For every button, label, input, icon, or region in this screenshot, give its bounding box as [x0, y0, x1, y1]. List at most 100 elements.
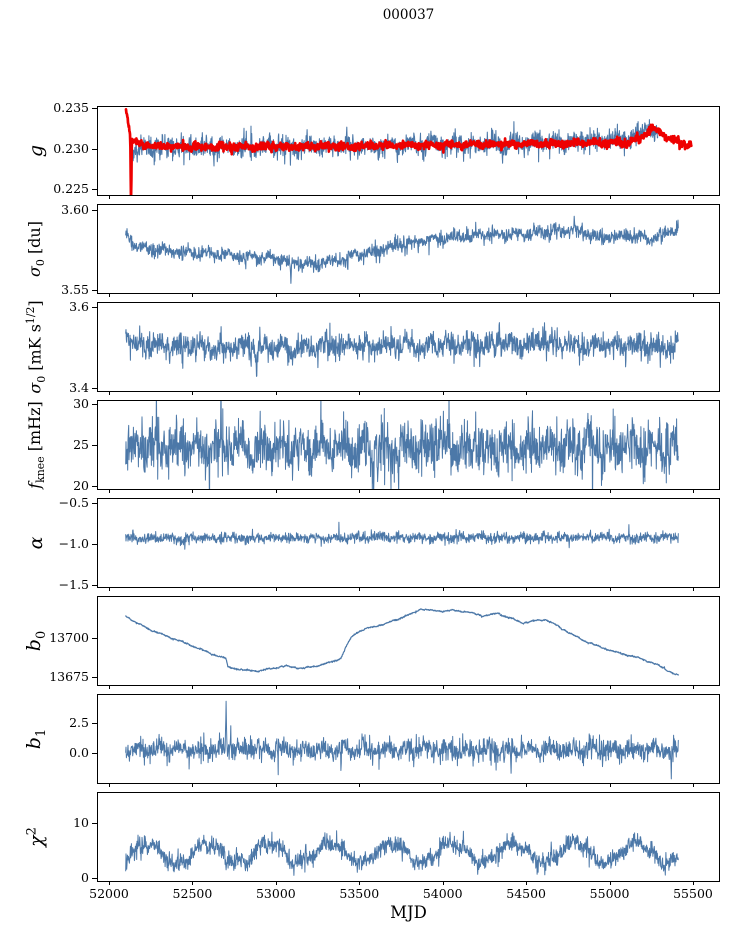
- x-tick-label: 55000: [589, 886, 630, 901]
- y-tick-label: 25: [73, 437, 89, 452]
- x-tick: [442, 587, 444, 591]
- x-tick: [192, 783, 194, 787]
- x-tick: [359, 391, 361, 395]
- x-tick: [275, 195, 277, 199]
- y-tick: [92, 877, 97, 879]
- panel-b1: [97, 694, 720, 784]
- series-chi2-blue: [125, 830, 679, 876]
- x-tick: [692, 783, 694, 787]
- x-tick: [359, 293, 361, 297]
- y-tick: [92, 752, 97, 754]
- x-tick: [442, 685, 444, 689]
- series-sigma0-mk-blue: [125, 322, 679, 377]
- y-axis-label-b0: b0: [23, 630, 49, 652]
- x-tick: [526, 783, 528, 787]
- y-tick: [92, 445, 97, 446]
- panel-fknee: [97, 400, 720, 490]
- y-tick: [92, 404, 97, 406]
- x-tick: [192, 195, 194, 199]
- panel-chi2: [97, 792, 720, 882]
- x-tick: [526, 685, 528, 689]
- y-tick: [92, 637, 97, 639]
- panel-sigma0-du: [97, 204, 720, 294]
- x-tick: [275, 587, 277, 591]
- y-axis-label-chi2: χ2: [24, 827, 48, 847]
- y-tick: [92, 544, 97, 546]
- plot-area-alpha: [125, 521, 679, 550]
- x-tick: [109, 881, 110, 885]
- y-tick-label: −1.5: [58, 576, 89, 592]
- y-tick-label: 0: [81, 869, 89, 885]
- x-tick-label: 53500: [339, 886, 380, 901]
- x-tick: [609, 881, 611, 885]
- x-tick: [692, 489, 694, 493]
- x-tick-label: 54000: [422, 886, 463, 901]
- x-tick-label: 55500: [673, 886, 713, 901]
- x-tick: [109, 391, 110, 395]
- y-tick: [92, 677, 97, 679]
- y-tick-label: 3.60: [61, 201, 89, 217]
- y-tick: [92, 584, 97, 586]
- series-alpha-blue: [125, 521, 679, 550]
- x-tick-label: 52500: [172, 886, 213, 901]
- x-tick: [192, 391, 194, 395]
- panel-alpha: [97, 498, 720, 588]
- y-tick: [92, 107, 97, 109]
- y-tick: [92, 209, 97, 211]
- x-tick: [609, 391, 611, 395]
- y-axis-label-sigma0-du: σ0 [du]: [24, 221, 48, 277]
- x-tick: [275, 293, 277, 297]
- x-tick: [442, 783, 444, 787]
- x-tick: [109, 587, 110, 591]
- y-tick: [92, 822, 97, 824]
- x-tick: [359, 783, 361, 787]
- x-tick-label: 53000: [255, 886, 296, 901]
- y-tick-label: 0.235: [53, 99, 89, 115]
- y-tick-label: 13675: [49, 669, 89, 685]
- figure-title: 000037: [382, 7, 435, 23]
- x-tick: [692, 881, 694, 885]
- x-tick: [526, 881, 528, 885]
- x-tick-label: 52000: [89, 886, 129, 901]
- x-tick: [442, 391, 444, 395]
- y-tick-label: 10: [73, 814, 89, 830]
- x-tick: [109, 685, 110, 689]
- x-tick: [609, 489, 611, 493]
- y-tick-label: 3.6: [69, 299, 89, 315]
- plot-area-fknee: [125, 401, 679, 489]
- x-tick: [275, 783, 277, 787]
- x-tick: [192, 293, 194, 297]
- x-tick: [692, 391, 694, 395]
- y-tick: [92, 722, 97, 724]
- x-tick: [692, 293, 694, 297]
- x-tick: [359, 489, 361, 493]
- x-tick: [192, 587, 194, 591]
- x-tick: [275, 489, 277, 493]
- plot-area-sigma0-mk: [125, 322, 679, 377]
- x-tick: [359, 685, 361, 689]
- x-tick: [275, 685, 277, 689]
- y-axis-label-fknee: fknee [mHz]: [24, 401, 48, 489]
- x-tick: [692, 685, 694, 689]
- y-tick: [92, 148, 97, 150]
- y-tick-label: 13700: [49, 629, 89, 645]
- panel-b0: [97, 596, 720, 686]
- x-tick: [442, 195, 444, 199]
- y-tick: [92, 307, 97, 309]
- series-sigma0-du-blue: [125, 215, 679, 284]
- plot-area-b0: [125, 608, 679, 676]
- y-tick: [92, 388, 97, 390]
- x-tick: [109, 195, 110, 199]
- plot-area-g: [124, 108, 693, 195]
- series-g-red: [124, 108, 693, 195]
- x-tick: [192, 489, 194, 493]
- panel-sigma0-mk: [97, 302, 720, 392]
- x-tick: [609, 195, 611, 199]
- x-tick: [442, 489, 444, 493]
- x-tick: [359, 195, 361, 199]
- y-tick: [92, 189, 97, 191]
- y-tick-label: 3.4: [69, 380, 89, 396]
- y-tick-label: 3.55: [61, 281, 89, 297]
- x-tick: [526, 293, 528, 297]
